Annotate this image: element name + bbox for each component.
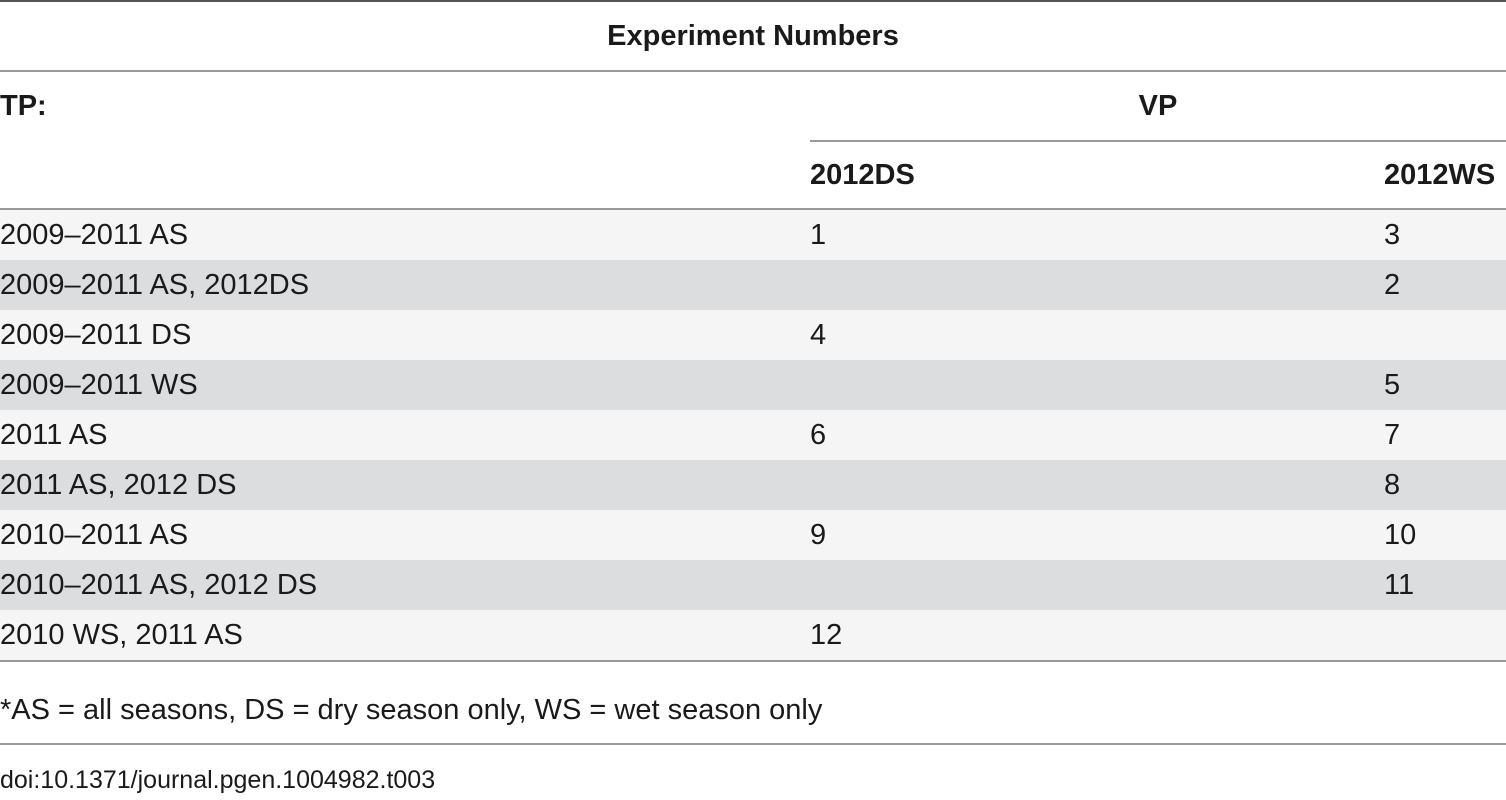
ds-cell: 9: [810, 510, 1384, 560]
table-row: 2009–2011 AS, 2012DS 2: [0, 260, 1506, 310]
ws-cell: 3: [1384, 209, 1506, 260]
table-title-row: Experiment Numbers: [0, 0, 1506, 72]
table-row: 2010–2011 AS, 2012 DS 11: [0, 560, 1506, 610]
doi-citation: doi:10.1371/journal.pgen.1004982.t003: [0, 766, 436, 794]
ds-cell: [810, 360, 1384, 410]
table-row: 2011 AS, 2012 DS 8: [0, 460, 1506, 510]
tp-cell: 2009–2011 WS: [0, 360, 810, 410]
ds-cell: [810, 260, 1384, 310]
column-header-2012ws: 2012WS: [1384, 141, 1506, 210]
column-header-row: 2012DS 2012WS: [0, 141, 1506, 210]
table-row: 2009–2011 AS 1 3: [0, 209, 1506, 260]
tp-cell: 2011 AS: [0, 410, 810, 460]
ws-cell: 2: [1384, 260, 1506, 310]
ws-cell: 10: [1384, 510, 1506, 560]
table-body: 2009–2011 AS 1 3 2009–2011 AS, 2012DS 2 …: [0, 209, 1506, 662]
ws-cell: 8: [1384, 460, 1506, 510]
tp-cell: 2011 AS, 2012 DS: [0, 460, 810, 510]
ds-cell: [810, 460, 1384, 510]
ds-cell: 1: [810, 209, 1384, 260]
tp-cell: 2009–2011 AS: [0, 209, 810, 260]
ds-cell: 4: [810, 310, 1384, 360]
table-row: 2009–2011 WS 5: [0, 360, 1506, 410]
experiment-numbers-table: Experiment Numbers TP: VP 2012DS 2012WS …: [0, 0, 1506, 662]
ds-cell: [810, 560, 1384, 610]
ws-cell: [1384, 610, 1506, 662]
ds-cell: 6: [810, 410, 1384, 460]
ws-cell: 5: [1384, 360, 1506, 410]
table-row: 2010–2011 AS 9 10: [0, 510, 1506, 560]
experiment-table-container: Experiment Numbers TP: VP 2012DS 2012WS …: [0, 0, 1506, 662]
ws-cell: [1384, 310, 1506, 360]
ds-cell: 12: [810, 610, 1384, 662]
column-header-2012ds: 2012DS: [810, 141, 1384, 210]
tp-cell: 2010 WS, 2011 AS: [0, 610, 810, 662]
table-row: 2010 WS, 2011 AS 12: [0, 610, 1506, 662]
tp-cell: 2009–2011 DS: [0, 310, 810, 360]
table-footnote: *AS = all seasons, DS = dry season only,…: [0, 681, 1506, 745]
ws-cell: 7: [1384, 410, 1506, 460]
group-header-row: TP: VP: [0, 71, 1506, 142]
table-row: 2009–2011 DS 4: [0, 310, 1506, 360]
ws-cell: 11: [1384, 560, 1506, 610]
tp-cell: 2009–2011 AS, 2012DS: [0, 260, 810, 310]
vp-header: VP: [810, 71, 1506, 142]
tp-cell: 2010–2011 AS, 2012 DS: [0, 560, 810, 610]
tp-cell: 2010–2011 AS: [0, 510, 810, 560]
tp-subheader-empty: [0, 141, 810, 210]
table-row: 2011 AS 6 7: [0, 410, 1506, 460]
table-title: Experiment Numbers: [0, 0, 1506, 72]
tp-header: TP:: [0, 90, 47, 122]
